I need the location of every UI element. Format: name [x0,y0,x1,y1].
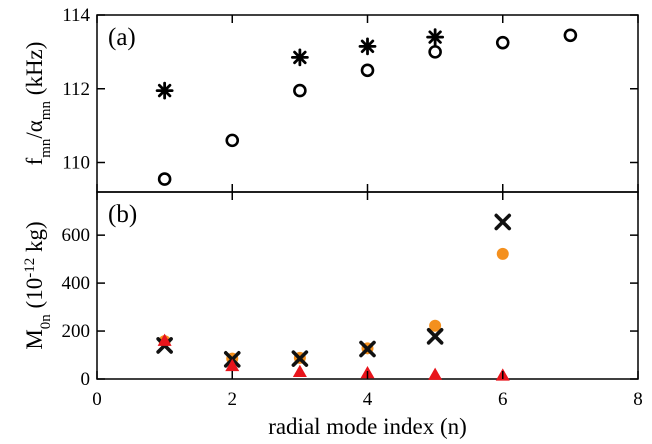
panel-a-marks [155,28,578,186]
data-point-open-circle [563,28,578,43]
y-tick-label: 114 [62,5,90,26]
panel-b-x-ticks: 0 2 4 6 8 [92,15,643,410]
x-tick-label: 6 [498,389,508,410]
data-point-open-circle [360,63,375,78]
y-tick-label: 110 [62,153,90,174]
y-tick-label: 0 [81,369,91,390]
data-point-cross [494,213,512,231]
asterisk-stroke [157,83,172,98]
data-point-triangle [292,364,307,378]
data-point-filled-circle [429,319,442,332]
y-axis-title-mid: /α [22,120,47,138]
y-axis-title-unit: (kHz) [22,42,47,101]
data-point-cross [359,340,376,358]
panel-a-y-ticks: 110 112 114 [62,5,638,174]
data-point-cross [291,350,309,367]
asterisk-stroke [293,50,307,65]
y-axis-title-sub: mn [38,100,54,120]
y-tick-label: 600 [62,225,91,246]
data-point-triangle [157,333,172,346]
x-axis-title: radial mode index (n) [268,414,467,439]
data-point-asterisk [426,28,445,47]
x-tick-label: 8 [633,389,643,410]
data-point-open-circle [428,45,442,59]
data-point-filled-circle [496,247,509,260]
panel-a-label: (a) [108,24,136,51]
data-point-open-circle [495,35,510,50]
cross-stroke [426,328,444,345]
asterisk-stroke [428,30,442,44]
data-point-cross [426,328,444,345]
data-point-open-circle [225,133,240,148]
x-tick-label: 4 [363,389,373,410]
data-point-triangle [225,358,240,372]
y-axis-title-sub: 0n [38,314,54,330]
y-axis-title-sub: mn [38,138,54,158]
panel-b-y-axis-title: M0n (10-12 kg) [22,221,54,349]
cross-stroke [291,350,309,367]
y-tick-label: 112 [62,79,90,100]
data-point-asterisk [155,81,174,100]
asterisk-stroke [360,39,375,54]
y-axis-title-mid: (10 [22,278,47,314]
x-tick-label: 0 [92,389,102,410]
panel-b: 0 200 400 600 0 2 4 6 8 (b) M0n (10-12 kg) radi… [22,15,643,439]
x-tick-label: 2 [228,389,238,410]
data-point-open-circle [157,172,172,186]
data-point-asterisk [358,37,377,56]
cross-stroke [494,213,512,231]
data-point-triangle [428,367,443,380]
cross-stroke [359,340,376,358]
panel-a-y-axis-title: fmn/αmn (kHz) [22,42,54,166]
data-point-open-circle [293,83,307,98]
y-axis-title-main: M [22,329,47,349]
panel-b-y-ticks: 0 200 400 600 [62,225,638,390]
panel-b-marks [156,213,512,381]
y-tick-label: 200 [62,321,91,342]
panel-b-label: (b) [108,201,137,228]
y-axis-title-main: f [22,157,47,165]
y-axis-title-sup: -12 [22,258,38,278]
data-point-asterisk [290,48,309,67]
y-axis-title-unit: kg) [22,221,47,257]
y-tick-label: 400 [62,273,91,294]
